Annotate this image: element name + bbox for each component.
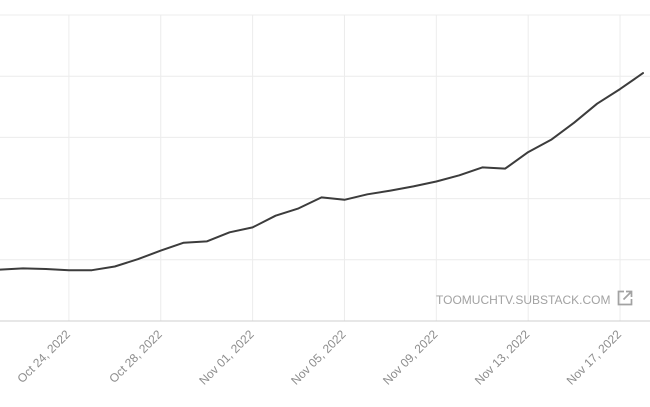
series-line xyxy=(0,72,644,272)
x-tick-label: Nov 09, 2022 xyxy=(380,327,441,388)
external-link-icon xyxy=(616,289,634,310)
x-tick-label: Nov 17, 2022 xyxy=(564,327,625,388)
watermark-text: TOOMUCHTV.SUBSTACK.COM xyxy=(436,292,611,307)
source-watermark-link[interactable]: TOOMUCHTV.SUBSTACK.COM xyxy=(436,289,634,310)
x-tick-label: Oct 28, 2022 xyxy=(106,327,165,386)
series-group xyxy=(0,72,644,272)
x-tick-label: Nov 01, 2022 xyxy=(196,327,257,388)
x-axis-ticks: Oct 24, 2022 Oct 28, 2022 Nov 01, 2022 Nov … xyxy=(15,327,625,388)
x-tick-label: Nov 05, 2022 xyxy=(288,327,349,388)
x-tick-label: Nov 13, 2022 xyxy=(472,327,533,388)
x-tick-label: Oct 24, 2022 xyxy=(15,327,74,386)
horizontal-gridlines xyxy=(0,14,650,261)
vertical-gridlines xyxy=(68,15,621,321)
